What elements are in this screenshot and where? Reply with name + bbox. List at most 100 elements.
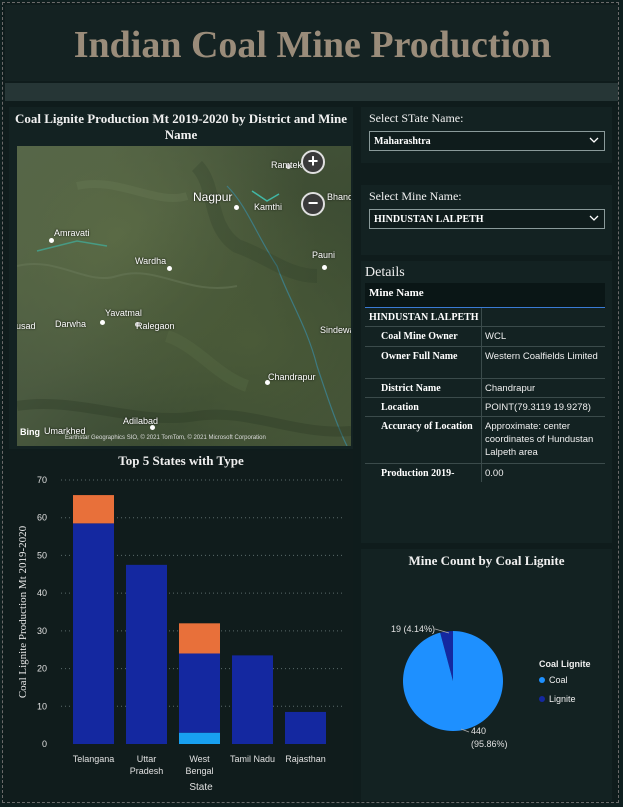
city-marker bbox=[150, 425, 155, 430]
header-band bbox=[5, 83, 618, 101]
y-tick-label: 40 bbox=[37, 588, 47, 598]
detail-value: WCL bbox=[485, 331, 507, 342]
x-tick-label: Bengal bbox=[185, 766, 213, 776]
detail-label: Owner Full Name bbox=[365, 347, 482, 378]
y-tick-label: 60 bbox=[37, 513, 47, 523]
pie-legend-title: Coal Lignite bbox=[539, 659, 591, 669]
detail-value: POINT(79.3119 19.9278) bbox=[485, 402, 591, 413]
chevron-down-icon bbox=[589, 137, 599, 143]
city-marker bbox=[322, 265, 327, 270]
details-title: Details bbox=[365, 265, 405, 280]
leader-line bbox=[434, 628, 450, 634]
city-label: Nagpur bbox=[193, 190, 233, 204]
details-panel bbox=[361, 261, 612, 543]
city-label: Bhandara bbox=[327, 192, 351, 202]
city-label: Kamthi bbox=[254, 202, 283, 212]
y-tick-label: 50 bbox=[37, 550, 47, 560]
bing-logo: Bing bbox=[20, 427, 40, 437]
bar-segment bbox=[179, 623, 220, 654]
y-tick-label: 70 bbox=[37, 475, 47, 485]
pie-label-lignite: 19 (4.14%) bbox=[391, 624, 435, 634]
zoom-in-button[interactable]: + bbox=[301, 150, 325, 174]
details-row: Coal Mine Owner WCL bbox=[365, 327, 605, 347]
y-tick-label: 10 bbox=[37, 701, 47, 711]
city-label: Darwha bbox=[55, 319, 87, 329]
city-label: Wardha bbox=[135, 256, 167, 266]
map-view[interactable]: Ramtek Nagpur Kamthi Bhandara Amravati W… bbox=[17, 146, 351, 446]
x-tick-label: Uttar bbox=[137, 754, 157, 764]
city-label: Adilabad bbox=[123, 416, 159, 426]
x-tick-label: West bbox=[189, 754, 210, 764]
bar-segment bbox=[179, 653, 220, 733]
detail-label: Accuracy of Location bbox=[365, 417, 482, 463]
map-title: Coal Lignite Production Mt 2019-2020 by … bbox=[15, 111, 347, 142]
title-bar: Indian Coal Mine Production bbox=[5, 5, 618, 81]
x-tick-label: Tamil Nadu bbox=[230, 754, 275, 764]
bar-chart-title: Top 5 States with Type bbox=[118, 453, 244, 468]
bar-chart: 70 60 50 40 30 20 10 0 Coal Lignite Production M… bbox=[17, 475, 345, 793]
legend-label: Lignite bbox=[549, 694, 576, 704]
y-tick-label: 30 bbox=[37, 626, 47, 636]
state-dropdown-value: Maharashtra bbox=[374, 136, 431, 147]
pie-label-coal-pct: (95.86%) bbox=[471, 739, 508, 749]
detail-label: Production 2019- bbox=[365, 464, 482, 482]
city-marker bbox=[234, 205, 239, 210]
chevron-down-icon bbox=[589, 215, 599, 221]
details-row: HINDUSTAN LALPETH bbox=[365, 308, 605, 327]
y-axis-title: Coal Lignite Production Mt 2019-2020 bbox=[17, 525, 29, 698]
state-dropdown[interactable]: Maharashtra bbox=[369, 131, 605, 151]
bar-segment bbox=[285, 711, 326, 744]
mine-name-cell: HINDUSTAN LALPETH bbox=[365, 308, 482, 326]
pie-chart-title: Mine Count by Coal Lignite bbox=[408, 553, 565, 568]
bar-segment bbox=[179, 732, 220, 744]
city-label: Amravati bbox=[54, 228, 90, 238]
city-label: Ramtek bbox=[271, 160, 303, 170]
bar-segment bbox=[73, 523, 114, 744]
city-label: Pusad bbox=[17, 321, 36, 331]
leader-line bbox=[460, 728, 470, 733]
city-label: Yavatmal bbox=[105, 308, 142, 318]
bar-segment bbox=[73, 495, 114, 524]
city-marker bbox=[167, 266, 172, 271]
bar-segment bbox=[232, 655, 273, 744]
legend-swatch bbox=[539, 696, 545, 702]
map-terrain bbox=[17, 161, 351, 446]
details-row: Production 2019- 0.00 bbox=[365, 464, 605, 482]
detail-value: Chandrapur bbox=[485, 383, 536, 394]
pie-chart: 19 (4.14%) 440 (95.86%) bbox=[391, 624, 508, 749]
x-tick-label: Pradesh bbox=[130, 766, 164, 776]
mine-slicer-label: Select Mine Name: bbox=[369, 189, 462, 203]
detail-value: Western Coalfields Limited bbox=[485, 351, 598, 362]
details-column-header[interactable]: Mine Name bbox=[365, 283, 605, 308]
y-tick-label: 0 bbox=[42, 739, 47, 749]
y-tick-label: 20 bbox=[37, 664, 47, 674]
details-row: Location POINT(79.3119 19.9278) bbox=[365, 398, 605, 417]
mine-dropdown-value: HINDUSTAN LALPETH bbox=[374, 214, 484, 225]
x-tick-label: Rajasthan bbox=[285, 754, 326, 764]
details-row: Accuracy of Location Approximate: center… bbox=[365, 417, 605, 464]
legend-label: Coal bbox=[549, 675, 568, 685]
legend-item-coal[interactable]: Coal bbox=[539, 675, 568, 685]
city-label: Umarkhed bbox=[44, 426, 86, 436]
pie-slice-lignite bbox=[440, 631, 453, 681]
zoom-out-button[interactable]: − bbox=[301, 192, 325, 216]
city-marker bbox=[135, 322, 140, 327]
detail-value: 0.00 bbox=[485, 468, 504, 479]
legend-item-lignite[interactable]: Lignite bbox=[539, 694, 576, 704]
city-label: Ralegaon bbox=[136, 321, 175, 331]
x-tick-label: Telangana bbox=[73, 754, 115, 764]
detail-value: Approximate: center coordinates of Hundu… bbox=[485, 421, 594, 458]
page-title: Indian Coal Mine Production bbox=[73, 24, 552, 66]
bar-segment bbox=[126, 564, 167, 744]
city-label: Chandrapur bbox=[268, 372, 316, 382]
map-attribution: Earthstar Geographics SIO, © 2021 TomTom… bbox=[65, 435, 266, 441]
city-marker bbox=[265, 380, 270, 385]
detail-label: Coal Mine Owner bbox=[365, 327, 482, 346]
city-label: Sindewahi bbox=[320, 325, 351, 335]
city-marker bbox=[286, 164, 291, 169]
details-row: District Name Chandrapur bbox=[365, 379, 605, 398]
city-marker bbox=[100, 320, 105, 325]
mine-dropdown[interactable]: HINDUSTAN LALPETH bbox=[369, 209, 605, 229]
city-marker bbox=[49, 238, 54, 243]
legend-swatch bbox=[539, 677, 545, 683]
